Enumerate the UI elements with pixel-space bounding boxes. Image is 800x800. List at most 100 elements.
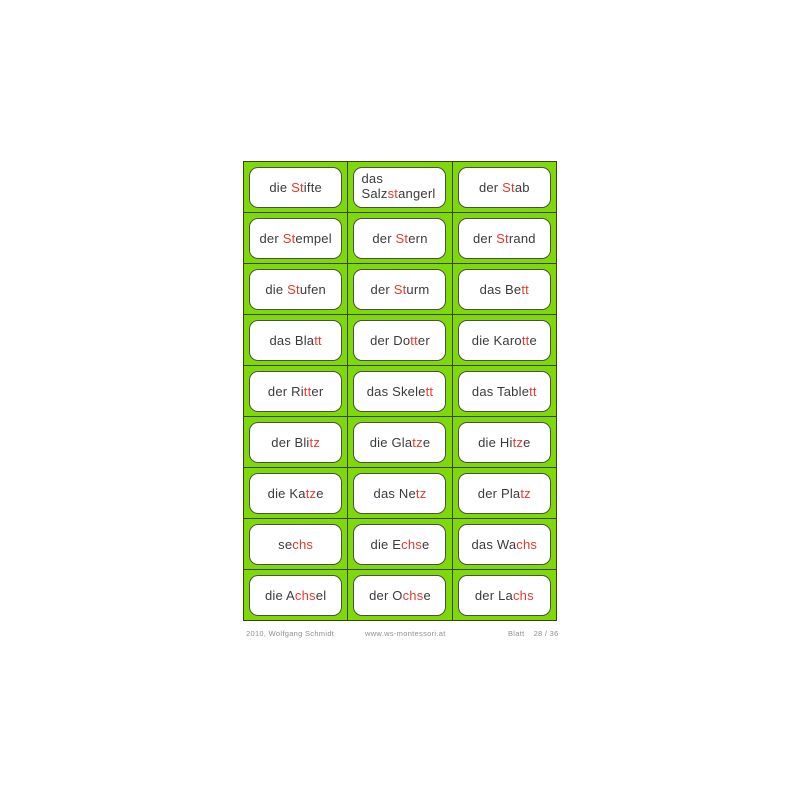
word-text: e — [523, 434, 531, 450]
highlighted-letters: tt — [303, 383, 312, 399]
word-card: die Echse — [353, 523, 447, 565]
word-text: der — [472, 230, 497, 246]
word-text: der Do — [370, 332, 411, 348]
word-card-line: der Blitz — [271, 435, 320, 450]
word-card: der Strand — [457, 217, 551, 259]
word-text: die A — [265, 587, 295, 603]
highlighted-letters: tz — [520, 485, 531, 501]
word-card: die Glatze — [353, 421, 447, 463]
word-card-line: das Bett — [480, 282, 529, 297]
highlighted-letters: St — [496, 230, 509, 246]
word-text: die — [269, 179, 292, 195]
word-card-line: die Karotte — [472, 333, 537, 348]
word-card-line: Salzstangerl — [361, 186, 435, 201]
word-card-line: der Stern — [372, 231, 427, 246]
footer-website: www.ws-montessori.at — [365, 629, 446, 638]
word-text: se — [278, 536, 293, 552]
footer-sheet-number: Blatt 28 / 36 — [508, 629, 559, 638]
grid-cell: die Katze — [244, 468, 348, 518]
word-text: das Ne — [373, 485, 416, 501]
grid-cell: der Dotter — [348, 315, 452, 365]
word-text: angerl — [398, 185, 436, 201]
word-text: das Be — [479, 281, 522, 297]
word-text: e — [422, 536, 430, 552]
highlighted-letters: tt — [410, 332, 418, 348]
word-card-line: die Hitze — [478, 435, 530, 450]
highlighted-letters: tt — [425, 383, 434, 399]
word-card: die Katze — [249, 472, 343, 514]
footer: 2010, Wolfgang Schmidt www.ws-montessori… — [0, 627, 800, 641]
word-card-line: die Katze — [268, 486, 324, 501]
word-card: der Blitz — [249, 421, 343, 463]
highlighted-letters: chs — [294, 587, 316, 603]
highlighted-letters: chs — [292, 536, 314, 552]
word-text: ern — [408, 230, 428, 246]
word-text: die E — [370, 536, 402, 552]
word-text: der Ri — [267, 383, 304, 399]
grid-cell: die Karotte — [452, 315, 556, 365]
word-text: ifte — [303, 179, 322, 195]
grid-cell: die Echse — [348, 519, 452, 569]
word-card: das Blatt — [249, 319, 343, 361]
grid-cell: das Netz — [348, 468, 452, 518]
word-card-line: der Lachs — [475, 588, 534, 603]
highlighted-letters: st — [387, 185, 399, 201]
word-text: e — [423, 587, 431, 603]
grid-cell: der Ochse — [348, 570, 452, 620]
word-card-line: der Stab — [479, 180, 530, 195]
word-card-line: der Dotter — [370, 333, 430, 348]
highlighted-letters: St — [502, 179, 515, 195]
highlighted-letters: chs — [401, 536, 422, 552]
word-card-line: das Blatt — [269, 333, 321, 348]
highlighted-letters: tz — [309, 434, 321, 450]
word-card-line: der Stempel — [260, 231, 332, 246]
word-card-line: der Strand — [473, 231, 536, 246]
word-card: die Hitze — [457, 421, 551, 463]
grid-cell: das Blatt — [244, 315, 348, 365]
grid-cell: der Lachs — [452, 570, 556, 620]
word-card: der Ochse — [353, 574, 447, 616]
grid-cell: die Achsel — [244, 570, 348, 620]
highlighted-letters: tz — [305, 485, 317, 501]
word-card: das Netz — [353, 472, 447, 514]
highlighted-letters: St — [291, 179, 304, 195]
highlighted-letters: St — [282, 230, 296, 246]
word-card-line: die Echse — [371, 537, 430, 552]
word-card: die Achsel — [249, 574, 343, 616]
highlighted-letters: tt — [521, 332, 530, 348]
word-card-line: das Netz — [374, 486, 427, 501]
word-card: der Ritter — [249, 370, 343, 412]
word-card-line: sechs — [278, 537, 313, 552]
grid-cell: die Glatze — [348, 417, 452, 467]
grid-cell: das Bett — [452, 264, 556, 314]
word-text: der — [478, 179, 503, 195]
grid-cell: der Sturm — [348, 264, 452, 314]
word-card: der Sturm — [353, 268, 447, 310]
highlighted-letters: St — [393, 281, 407, 297]
word-text: urm — [406, 281, 430, 297]
word-text: ufen — [299, 281, 326, 297]
highlighted-letters: tz — [512, 434, 524, 450]
grid-cell: der Platz — [452, 468, 556, 518]
grid-cell: das Skelett — [348, 366, 452, 416]
word-card-line: der Ochse — [369, 588, 431, 603]
highlighted-letters: tt — [529, 383, 537, 399]
footer-author: 2010, Wolfgang Schmidt — [246, 629, 335, 638]
word-card: das Wachs — [457, 523, 551, 565]
word-card: der Stempel — [249, 217, 343, 259]
footer-sheet-label: Blatt — [508, 629, 525, 638]
word-card-line: das — [361, 171, 383, 186]
word-card-line: das Tablett — [472, 384, 537, 399]
word-card: die Stufen — [249, 268, 343, 310]
word-card: die Stifte — [249, 166, 343, 208]
grid-cell: die Stifte — [244, 162, 348, 212]
footer-sheet-value: 28 / 36 — [533, 629, 559, 638]
word-text: Salz — [361, 185, 388, 201]
word-card-line: der Platz — [478, 486, 531, 501]
highlighted-letters: tt — [314, 332, 322, 348]
grid-cell: die Stufen — [244, 264, 348, 314]
grid-cell: das Wachs — [452, 519, 556, 569]
grid-cell: die Hitze — [452, 417, 556, 467]
highlighted-letters: St — [395, 230, 409, 246]
word-text: das Wa — [471, 536, 517, 552]
